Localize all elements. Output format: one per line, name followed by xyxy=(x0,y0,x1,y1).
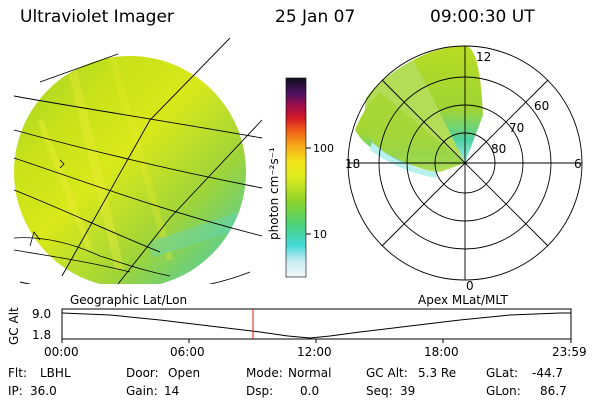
time-label: 09:00:30 UT xyxy=(430,7,535,27)
polar-plot: 12 18 6 0 60 70 80 xyxy=(345,45,583,293)
instrument-title: Ultraviolet Imager xyxy=(20,7,174,27)
seq-label: Seq: xyxy=(366,384,393,398)
color-scale xyxy=(285,77,307,278)
filter-value: LBHL xyxy=(40,366,71,380)
geo-latitude-lines xyxy=(13,95,263,253)
lat-label-70: 70 xyxy=(509,121,524,135)
gain-label: Gain: xyxy=(126,384,158,398)
xtick-label-1800: 18:00 xyxy=(424,345,459,359)
dsp-value: 0.0 xyxy=(300,384,319,398)
geo-panel-title: Geographic Lat/Lon xyxy=(70,293,187,307)
geographic-image xyxy=(13,38,263,284)
filter-label: Flt: xyxy=(8,366,27,380)
timeline-axis-label: GC Alt xyxy=(7,307,21,345)
earth-disc xyxy=(14,56,246,284)
instrument-info: Flt: LBHL Door: Open Mode: Normal GC Alt… xyxy=(8,366,567,398)
mlt-label-6: 6 xyxy=(574,157,582,171)
ytick-label-1-8: 1.8 xyxy=(32,328,51,342)
glat-value: -44.7 xyxy=(532,366,563,380)
door-label: Door: xyxy=(126,366,159,380)
ip-value: 36.0 xyxy=(30,384,57,398)
timeline-frame xyxy=(61,308,572,340)
mlt-label-0: 0 xyxy=(466,279,474,293)
timeline-ticks xyxy=(61,339,572,343)
gc-alt-label: GC Alt: xyxy=(366,366,408,380)
xtick-label-0600: 06:00 xyxy=(170,345,205,359)
xtick-label-2359: 23:59 xyxy=(552,345,587,359)
mlt-label-12: 12 xyxy=(476,50,491,64)
altitude-timeline: Geographic Lat/Lon Apex MLat/MLT GC Alt … xyxy=(7,293,587,359)
color-bar: 100 10 photon cm⁻²s⁻¹ xyxy=(267,77,334,278)
dsp-label: Dsp: xyxy=(246,384,273,398)
mlt-label-18: 18 xyxy=(345,157,360,171)
aurora-edge xyxy=(370,142,438,178)
date-label: 25 Jan 07 xyxy=(275,7,356,27)
geo-longitude-lines xyxy=(39,38,263,284)
gain-value: 14 xyxy=(164,384,179,398)
glon-label: GLon: xyxy=(486,384,521,398)
lat-label-80: 80 xyxy=(491,142,506,156)
ip-label: IP: xyxy=(8,384,23,398)
disc-texture xyxy=(37,56,243,272)
polar-grid xyxy=(347,45,583,281)
mode-label: Mode: xyxy=(246,366,283,380)
aurora-wedge-upper xyxy=(413,46,483,163)
xtick-label-0000: 00:00 xyxy=(44,345,79,359)
colorbar-label-10: 10 xyxy=(313,228,327,241)
xtick-label-1200: 12:00 xyxy=(297,345,332,359)
colorbar-label-100: 100 xyxy=(313,142,334,155)
colorbar-unit: photon cm⁻²s⁻¹ xyxy=(267,147,281,240)
coastline xyxy=(13,159,171,277)
limb-arc xyxy=(19,271,251,284)
gc-alt-value: 5.3 Re xyxy=(418,366,456,380)
mode-value: Normal xyxy=(288,366,331,380)
lat-label-60: 60 xyxy=(534,99,549,113)
door-value: Open xyxy=(168,366,200,380)
ytick-label-9: 9.0 xyxy=(32,307,51,321)
glon-value: 86.7 xyxy=(540,384,567,398)
altitude-curve xyxy=(61,312,571,339)
seq-value: 39 xyxy=(400,384,415,398)
glat-label: GLat: xyxy=(486,366,518,380)
apex-panel-title: Apex MLat/MLT xyxy=(418,293,508,307)
